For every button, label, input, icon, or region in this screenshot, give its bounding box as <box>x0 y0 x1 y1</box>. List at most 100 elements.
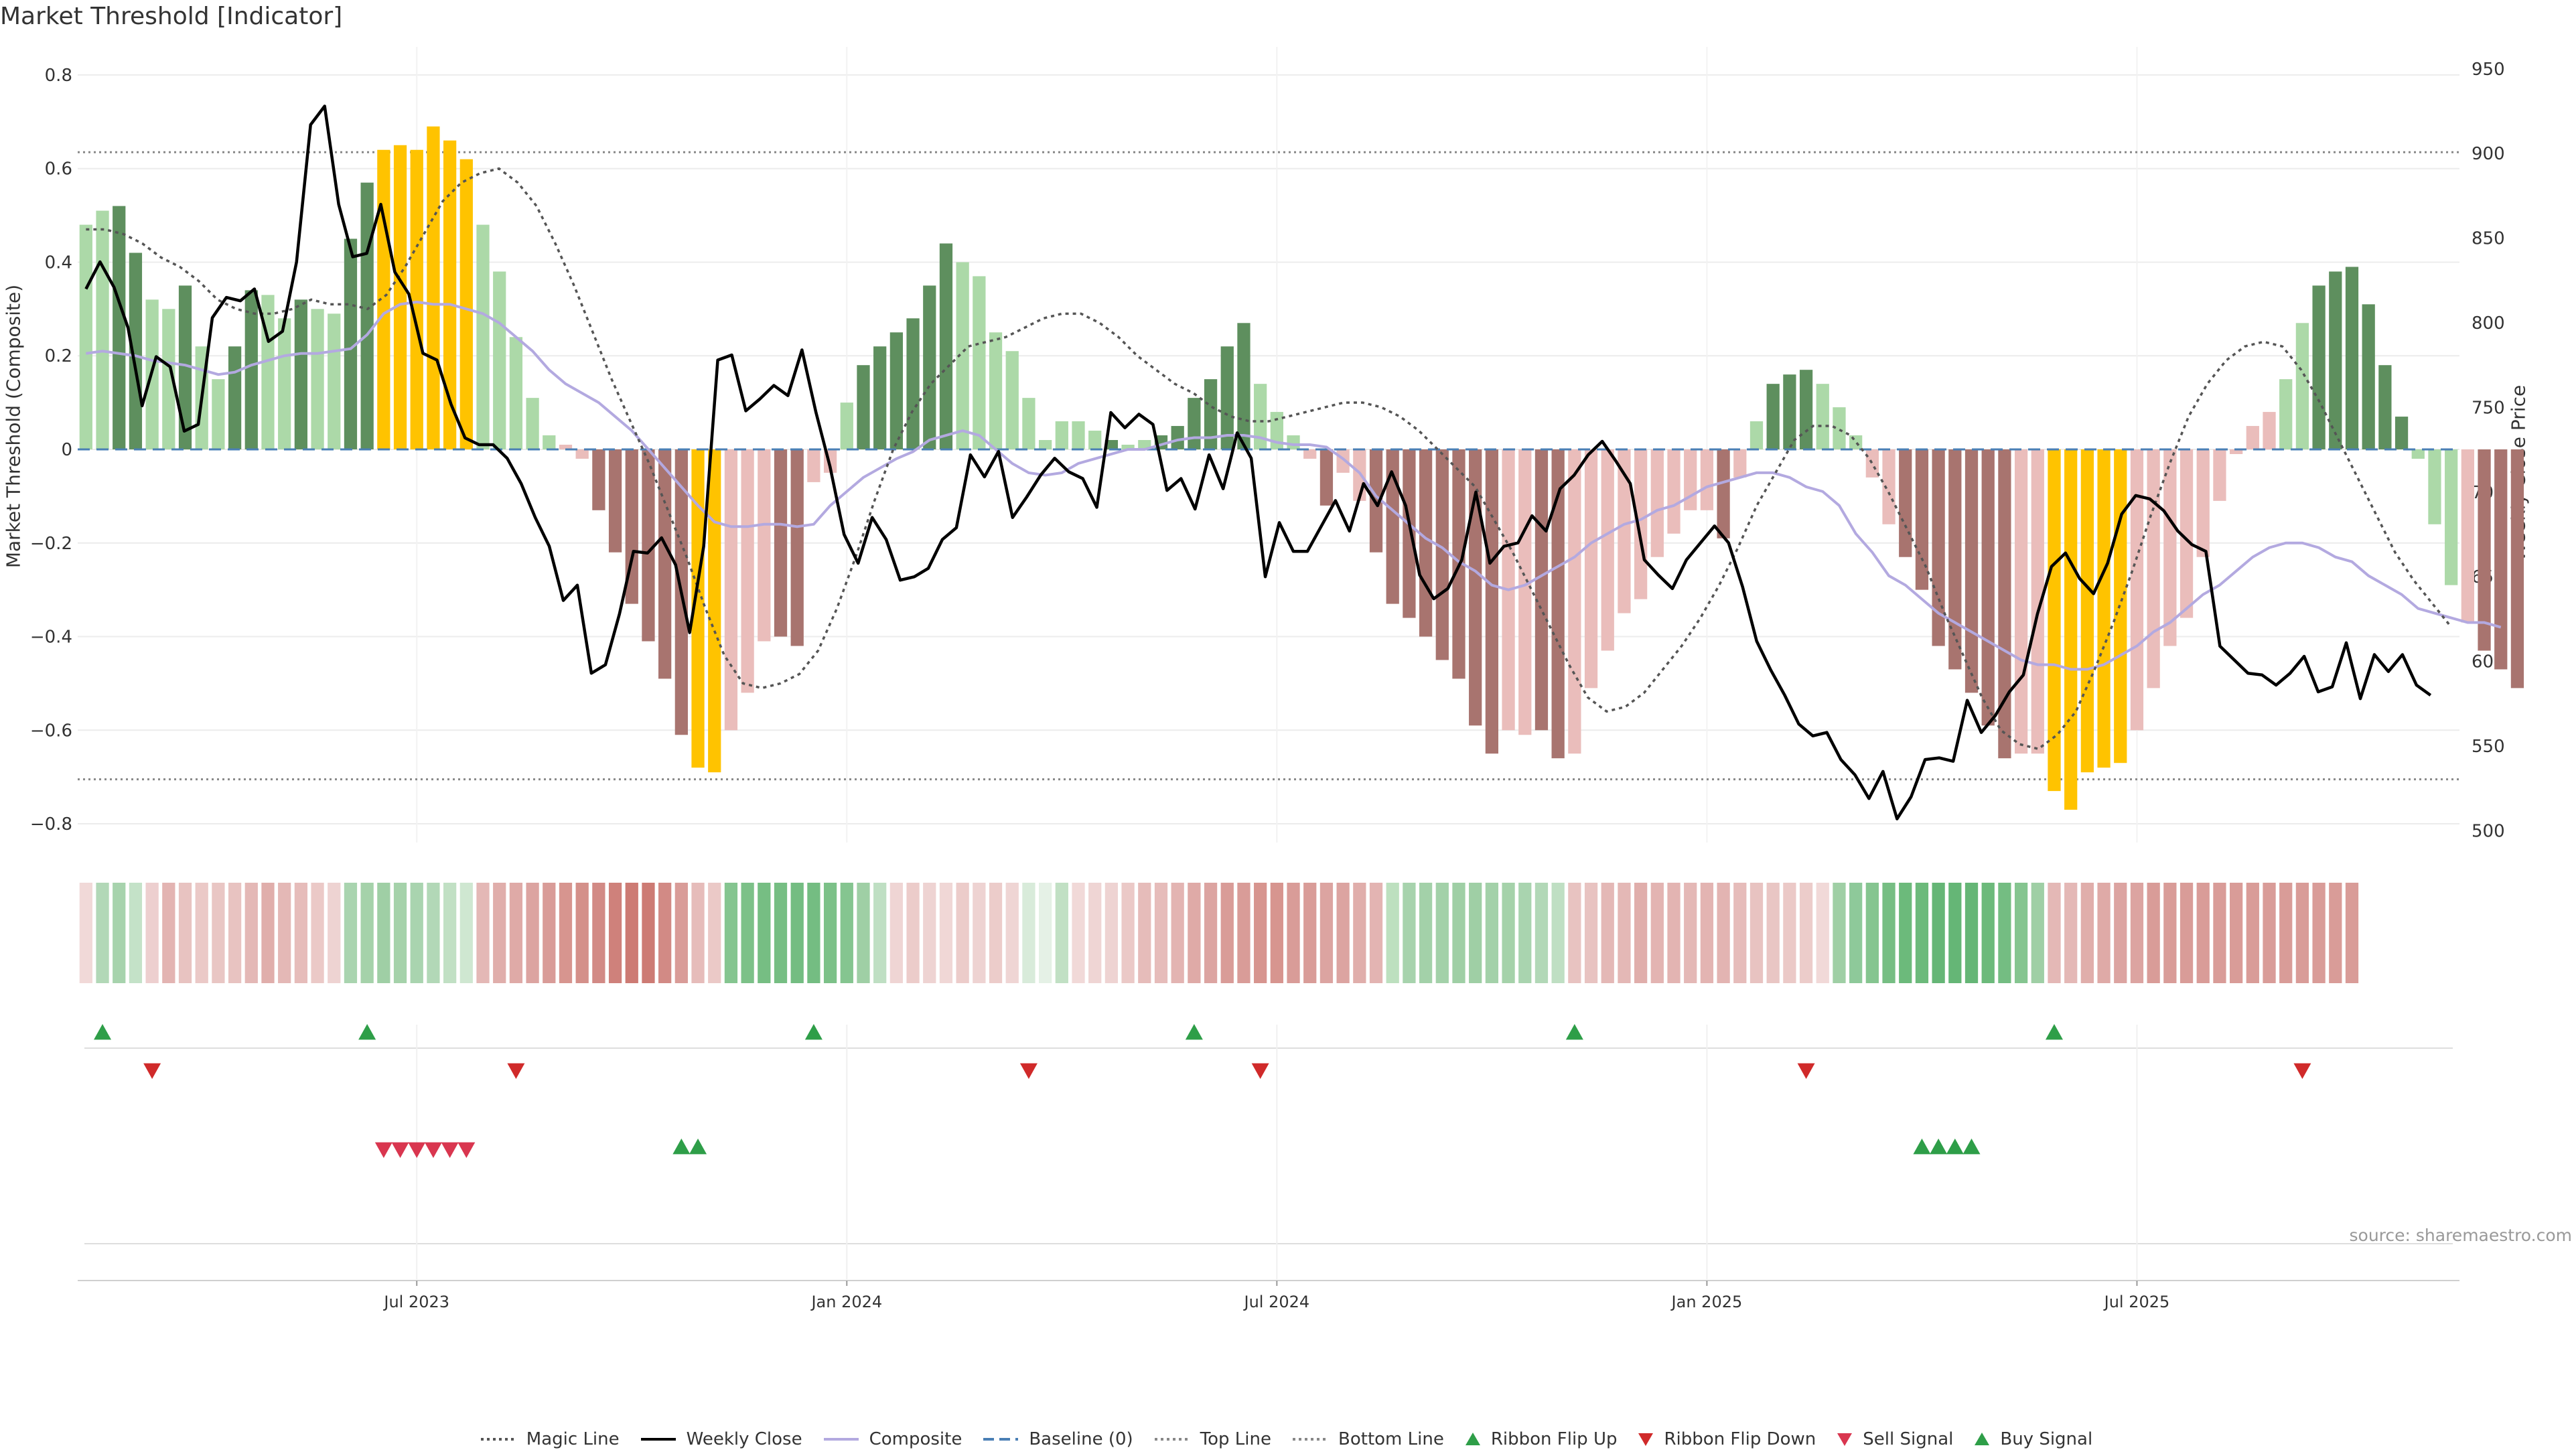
composite-bar <box>708 449 721 772</box>
composite-bar <box>973 276 985 449</box>
ribbon-flip-down-marker <box>1798 1064 1815 1079</box>
ribbon-cell <box>1833 883 1845 983</box>
ribbon-flip-up-marker <box>2046 1024 2063 1039</box>
dotted-line-icon <box>1291 1431 1329 1448</box>
ribbon-cell <box>1568 883 1581 983</box>
ribbon-cell <box>1701 883 1713 983</box>
y-tick-label: 0.4 <box>45 252 72 273</box>
composite-bar <box>1651 449 1664 557</box>
ribbon-cell <box>2346 883 2358 983</box>
composite-bar <box>1022 398 1035 449</box>
ribbon-cell <box>113 883 125 983</box>
composite-bar <box>1667 449 1680 534</box>
ribbon-cell <box>2163 883 2176 983</box>
y-tick-label: 0.6 <box>45 159 72 179</box>
composite-bar <box>1684 449 1697 510</box>
composite-bar <box>989 332 1002 449</box>
ribbon-cell <box>1121 883 1134 983</box>
ribbon-cell <box>377 883 390 983</box>
composite-bar <box>658 449 671 678</box>
y-tick-label: −0.4 <box>30 628 72 648</box>
ribbon-cell <box>1105 883 1118 983</box>
composite-bar <box>1056 421 1068 449</box>
composite-bar <box>725 449 737 730</box>
ribbon-cell <box>2279 883 2292 983</box>
composite-bar <box>2147 449 2160 688</box>
ribbon-cell <box>2031 883 2044 983</box>
sell-signal-marker <box>425 1143 442 1158</box>
composite-bar <box>1585 449 1597 688</box>
triangle-up-icon <box>1464 1431 1482 1448</box>
composite-bar <box>543 435 555 449</box>
ribbon-cell <box>923 883 936 983</box>
ribbon-cell <box>196 883 208 983</box>
dotted-line-icon <box>480 1431 517 1448</box>
composite-bar <box>1849 435 1862 449</box>
ribbon-cell <box>873 883 886 983</box>
composite-bar <box>791 449 804 646</box>
composite-bar <box>2279 379 2292 449</box>
composite-bar <box>1486 449 1498 753</box>
y2-tick-label: 850 <box>2472 229 2505 249</box>
ribbon-cell <box>295 883 307 983</box>
x-tick-label: Jan 2024 <box>810 1293 882 1311</box>
ribbon-cell <box>1155 883 1167 983</box>
composite-bar <box>1866 449 1879 478</box>
composite-bar <box>80 225 92 449</box>
composite-bar <box>228 346 241 449</box>
x-tick-label: Jan 2025 <box>1670 1293 1743 1311</box>
y2-tick-label: 750 <box>2472 398 2505 418</box>
sell-signal-marker <box>441 1143 459 1158</box>
composite-bar <box>1767 384 1780 449</box>
composite-bar <box>1403 449 1415 618</box>
ribbon-cell <box>741 883 754 983</box>
ribbon-cell <box>1419 883 1432 983</box>
buy-signal-marker <box>672 1139 690 1154</box>
ribbon-cell <box>526 883 539 983</box>
ribbon-cell <box>2246 883 2259 983</box>
ribbon-cell <box>1535 883 1548 983</box>
composite-bar <box>2494 449 2507 669</box>
composite-bar <box>1072 421 1084 449</box>
ribbon-cell <box>245 883 258 983</box>
composite-bar <box>1287 435 1299 449</box>
ribbon-cell <box>1138 883 1151 983</box>
composite-bar <box>1965 449 1978 693</box>
ribbon-cell <box>642 883 654 983</box>
ribbon-cell <box>1948 883 1961 983</box>
ribbon-cell <box>1188 883 1200 983</box>
composite-bar <box>940 244 952 449</box>
composite-bar <box>2378 365 2391 449</box>
ribbon-flip-up-marker <box>805 1024 823 1039</box>
ribbon-cell <box>576 883 589 983</box>
composite-bar <box>510 337 522 449</box>
ribbon-cell <box>2048 883 2060 983</box>
ribbon-cell <box>956 883 969 983</box>
ribbon-cell <box>1916 883 1928 983</box>
ribbon-cell <box>1386 883 1399 983</box>
ribbon-cell <box>1436 883 1449 983</box>
ribbon-cell <box>2329 883 2342 983</box>
composite-bar <box>328 313 340 449</box>
y-tick-label: −0.6 <box>30 721 72 741</box>
ribbon-cell <box>1800 883 1812 983</box>
ribbon-cell <box>1750 883 1763 983</box>
composite-bar <box>1800 370 1812 449</box>
ribbon-cell <box>626 883 638 983</box>
buy-signal-marker <box>1963 1139 1981 1154</box>
ribbon-cell <box>841 883 853 983</box>
composite-bar <box>1816 384 1829 449</box>
ribbon-cell <box>1684 883 1697 983</box>
ribbon-cell <box>1171 883 1184 983</box>
ribbon-cell <box>212 883 224 983</box>
ribbon-cell <box>1056 883 1068 983</box>
ribbon-cell <box>1651 883 1664 983</box>
dotted-line-icon <box>1153 1431 1191 1448</box>
composite-bar <box>1733 449 1746 478</box>
magic-line <box>86 169 2451 749</box>
composite-bar <box>2015 449 2027 753</box>
dashed-line-icon <box>982 1431 1019 1448</box>
composite-bar <box>476 225 489 449</box>
y-tick-label: 0.8 <box>45 66 72 86</box>
